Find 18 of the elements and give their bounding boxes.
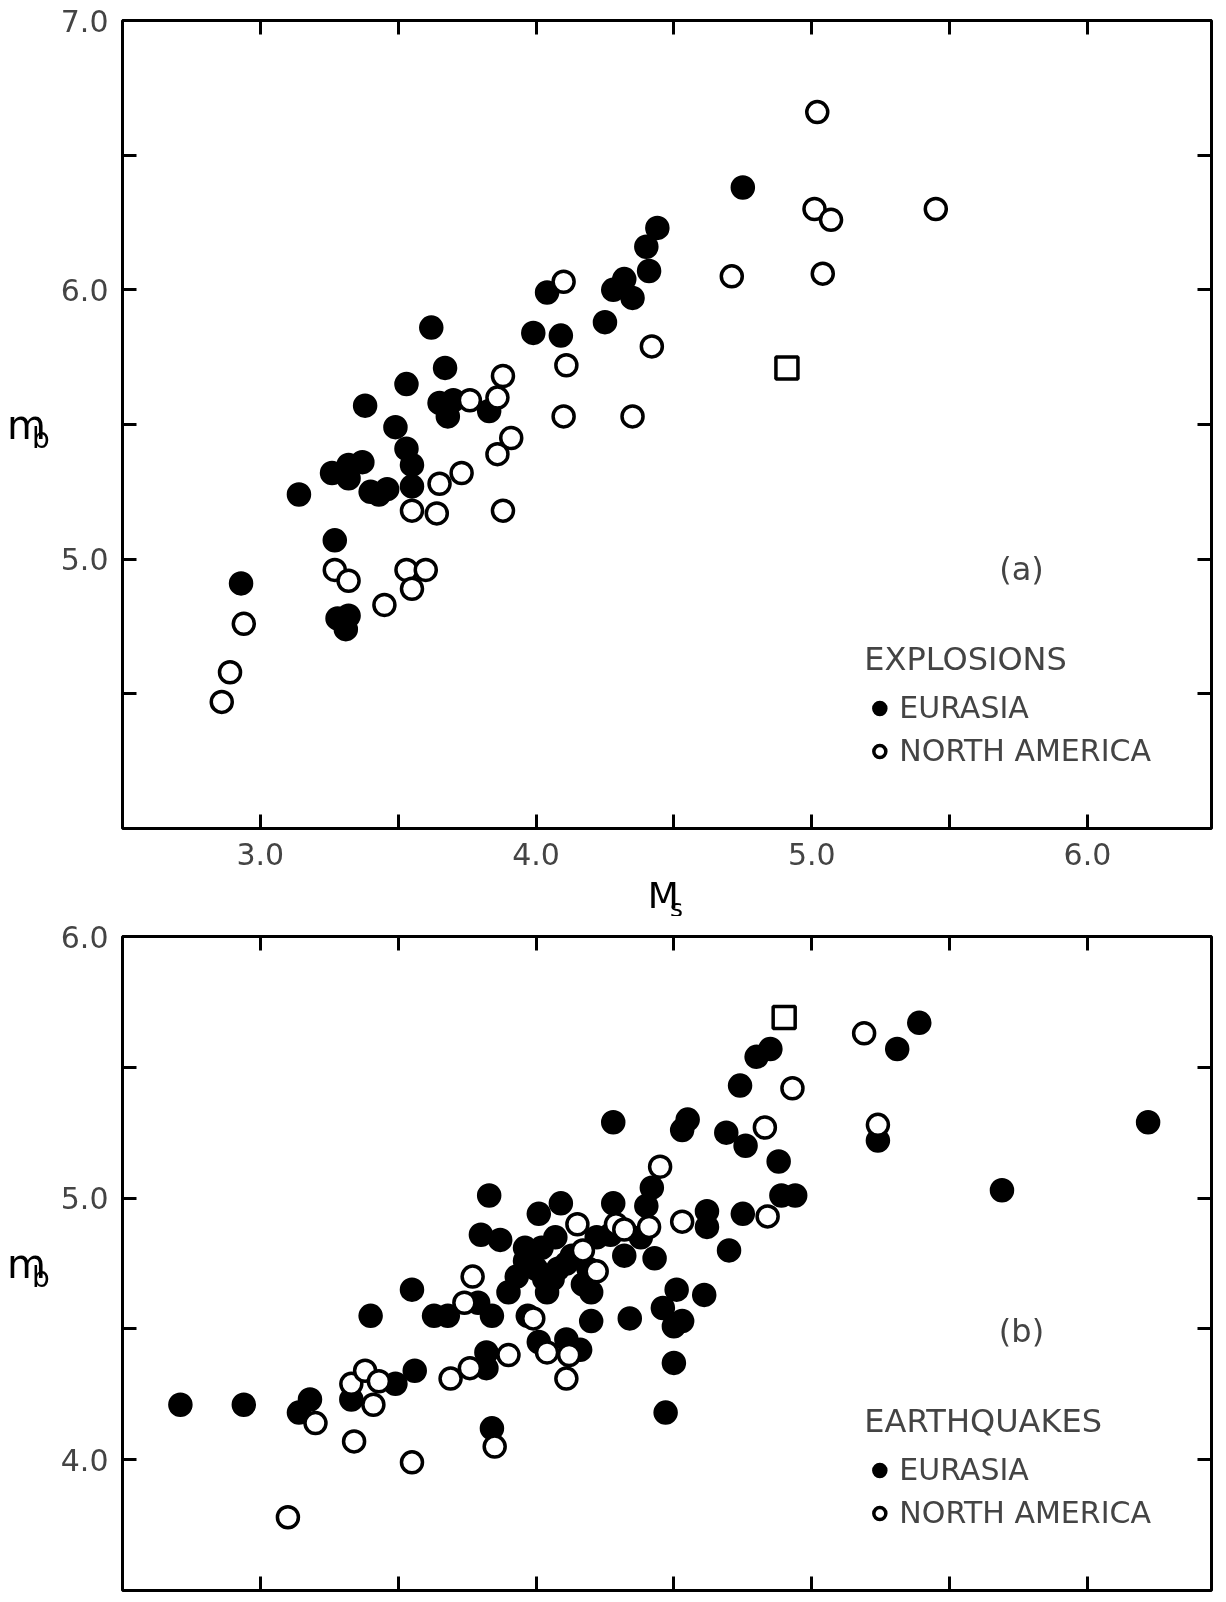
legend-label: EURASIA [899,690,1029,725]
y-tick-label: 5.0 [60,1181,109,1217]
legend-title: EXPLOSIONS [864,640,1068,678]
legend-label: EURASIA [899,1452,1029,1487]
x-tick-label: 3.0 [236,836,285,872]
x-tick-label: 6.0 [1063,836,1112,872]
y-tick-label: 5.0 [60,542,109,578]
annotation: (a) [999,549,1044,588]
y-tick-label: 7.0 [60,3,109,39]
legend-title: EARTHQUAKES [864,1402,1103,1440]
x-tick-label: 5.0 [787,836,836,872]
legend-label: NORTH AMERICA [899,1495,1151,1530]
y-tick-label: 6.0 [60,272,109,308]
annotation: (b) [998,1311,1045,1350]
legend-label: NORTH AMERICA [899,733,1151,768]
y-tick-label: 6.0 [60,919,109,955]
y-tick-label: 4.0 [60,1442,109,1478]
x-tick-label: 4.0 [512,836,560,872]
